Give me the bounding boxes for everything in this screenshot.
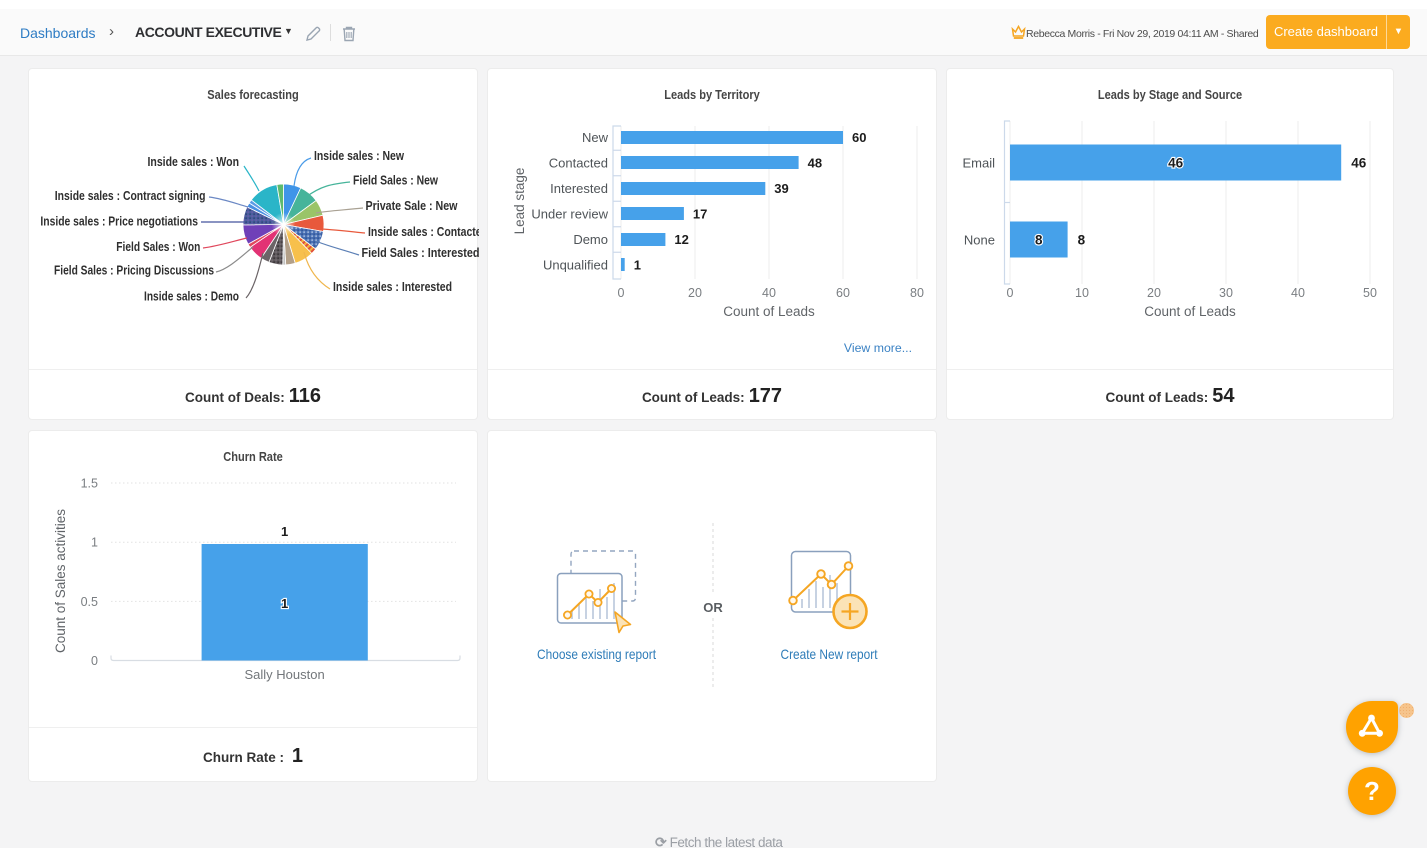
svg-text:Inside sales : New: Inside sales : New	[314, 149, 404, 163]
svg-text:Field Sales : Won: Field Sales : Won	[116, 240, 200, 254]
svg-text:Field Sales : Interested: Field Sales : Interested	[362, 246, 480, 260]
svg-text:48: 48	[808, 156, 822, 171]
svg-text:8: 8	[1078, 233, 1086, 248]
svg-text:Field Sales : New: Field Sales : New	[353, 174, 438, 188]
svg-text:46: 46	[1351, 156, 1367, 171]
svg-text:Demo: Demo	[573, 232, 608, 247]
svg-text:New: New	[582, 130, 609, 145]
svg-text:0: 0	[91, 654, 98, 668]
svg-text:OR: OR	[703, 600, 723, 615]
svg-text:Inside sales : Interested: Inside sales : Interested	[333, 280, 452, 294]
svg-text:1: 1	[634, 258, 641, 273]
svg-text:Choose existing report: Choose existing report	[537, 646, 656, 662]
svg-text:Private Sale : New: Private Sale : New	[366, 199, 458, 213]
svg-text:Under review: Under review	[531, 207, 608, 222]
svg-text:20: 20	[1147, 286, 1161, 300]
svg-text:80: 80	[910, 286, 924, 300]
svg-text:30: 30	[1219, 286, 1233, 300]
svg-text:Inside sales : Price negotiati: Inside sales : Price negotiations	[40, 215, 198, 229]
svg-text:40: 40	[762, 286, 776, 300]
svg-text:60: 60	[852, 130, 866, 145]
svg-text:Create New report: Create New report	[781, 646, 878, 662]
svg-text:None: None	[964, 233, 995, 248]
svg-text:Inside sales : Contacted: Inside sales : Contacted	[368, 225, 479, 239]
svg-text:50: 50	[1363, 286, 1377, 300]
svg-text:0.5: 0.5	[81, 595, 98, 609]
svg-text:Sally Houston: Sally Houston	[244, 667, 324, 682]
svg-text:0: 0	[618, 286, 625, 300]
svg-text:10: 10	[1075, 286, 1089, 300]
svg-text:1.5: 1.5	[81, 477, 98, 491]
svg-text:Unqualified: Unqualified	[543, 258, 608, 273]
svg-text:8: 8	[1035, 233, 1043, 248]
svg-text:Lead stage: Lead stage	[512, 168, 527, 235]
svg-text:20: 20	[688, 286, 702, 300]
svg-text:Count of Sales activities: Count of Sales activities	[53, 509, 68, 653]
svg-text:Inside sales : Won: Inside sales : Won	[148, 155, 240, 169]
svg-text:Inside sales : Demo: Inside sales : Demo	[144, 290, 239, 304]
svg-text:Email: Email	[962, 156, 995, 171]
svg-text:Field Sales : Pricing Discussi: Field Sales : Pricing Discussions	[54, 264, 214, 278]
svg-text:Count of Leads: Count of Leads	[1144, 304, 1236, 319]
svg-text:0: 0	[1007, 286, 1014, 300]
svg-text:Interested: Interested	[550, 181, 608, 196]
svg-text:12: 12	[674, 232, 688, 247]
svg-text:60: 60	[836, 286, 850, 300]
svg-text:1: 1	[91, 536, 98, 550]
svg-text:Count of Leads: Count of Leads	[723, 304, 815, 319]
svg-text:View more...: View more...	[844, 341, 912, 355]
svg-text:1: 1	[281, 524, 288, 539]
svg-text:1: 1	[281, 596, 288, 611]
svg-text:40: 40	[1291, 286, 1305, 300]
svg-text:Contacted: Contacted	[549, 156, 608, 171]
svg-text:17: 17	[693, 207, 707, 222]
svg-text:46: 46	[1168, 156, 1184, 171]
svg-text:39: 39	[774, 181, 788, 196]
svg-text:Inside sales : Contract signin: Inside sales : Contract signing	[55, 189, 206, 203]
